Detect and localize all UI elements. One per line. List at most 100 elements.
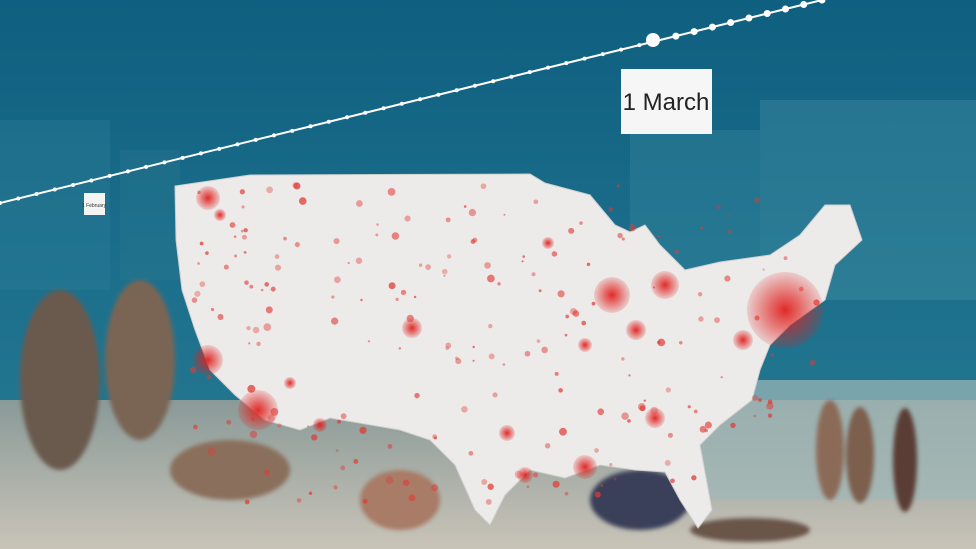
small-cluster [670, 478, 675, 484]
small-cluster [463, 205, 467, 208]
small-cluster [472, 359, 475, 362]
small-cluster [754, 197, 761, 204]
small-cluster [263, 469, 270, 476]
small-cluster [503, 213, 506, 216]
small-cluster [594, 448, 599, 453]
timeline-dot [745, 14, 753, 22]
small-cluster [191, 297, 198, 303]
timeline-dot [637, 43, 642, 48]
cluster [238, 390, 278, 430]
small-cluster [704, 421, 712, 429]
timeline-dot [144, 164, 149, 169]
small-cluster [541, 346, 548, 354]
small-cluster [700, 226, 704, 230]
small-cluster [413, 295, 417, 299]
small-cluster [298, 197, 307, 205]
small-cluster [514, 470, 523, 479]
small-cluster [240, 229, 244, 233]
small-cluster [274, 254, 280, 259]
small-cluster [333, 238, 340, 245]
small-cluster [751, 394, 759, 402]
cluster [542, 237, 554, 249]
small-cluster [391, 232, 400, 240]
cluster [733, 330, 753, 350]
small-cluster [532, 472, 539, 478]
small-cluster [665, 387, 671, 393]
small-cluster [335, 449, 339, 453]
small-cluster [206, 374, 212, 380]
small-cluster [243, 250, 247, 254]
cluster [214, 209, 226, 221]
small-cluster [643, 399, 646, 402]
small-cluster [260, 288, 264, 292]
small-cluster [613, 477, 617, 481]
small-cluster [270, 407, 279, 416]
timeline-dot [107, 173, 112, 178]
small-cluster [252, 326, 260, 334]
small-cluster [552, 480, 560, 488]
timeline-dot [363, 110, 368, 115]
timeline-dot [491, 79, 496, 84]
small-cluster [223, 264, 229, 270]
small-cluster [199, 281, 206, 287]
small-cluster [249, 430, 258, 439]
small-cluster [445, 342, 452, 349]
small-cluster [455, 356, 459, 361]
cluster [594, 277, 630, 313]
small-cluster [355, 257, 363, 264]
small-cluster [283, 236, 287, 241]
small-cluster [293, 182, 301, 190]
small-cluster [766, 402, 774, 410]
small-cluster [783, 256, 788, 261]
timeline-dot [125, 169, 130, 174]
small-cluster [441, 268, 448, 275]
small-cluster [362, 498, 368, 504]
small-cluster [244, 280, 249, 285]
small-cluster [461, 405, 468, 413]
small-cluster [263, 323, 272, 332]
small-cluster [340, 465, 346, 471]
current-label: 1 March [623, 89, 710, 116]
small-cluster [247, 384, 256, 393]
small-cluster [356, 200, 363, 207]
small-cluster [558, 388, 563, 393]
small-cluster [376, 223, 379, 226]
people [20, 280, 917, 542]
small-cluster [727, 229, 733, 235]
small-cluster [522, 255, 526, 258]
timeline-dot [454, 88, 459, 93]
small-cluster [270, 286, 276, 292]
small-cluster [359, 426, 367, 434]
small-cluster [431, 484, 439, 492]
small-cluster [194, 290, 201, 297]
small-cluster [621, 357, 625, 361]
small-cluster [798, 286, 804, 292]
small-cluster [311, 434, 318, 441]
timeline-dot [308, 124, 313, 129]
small-cluster [657, 234, 661, 238]
small-cluster [210, 307, 215, 312]
start-label-box [84, 193, 105, 215]
small-cluster [375, 233, 379, 237]
small-cluster [455, 358, 462, 365]
small-cluster [488, 353, 495, 360]
small-cluster [524, 350, 531, 357]
timeline-dot [800, 1, 808, 9]
small-cluster [609, 463, 613, 467]
small-cluster [487, 274, 495, 283]
small-cluster [472, 345, 475, 349]
small-cluster [274, 264, 282, 271]
cluster [193, 345, 223, 375]
cluster [651, 271, 679, 299]
case-clusters [189, 182, 823, 505]
timeline-dot [672, 32, 680, 40]
small-cluster [526, 485, 530, 489]
start-label: 1 February [82, 203, 107, 209]
small-cluster [533, 199, 539, 205]
small-cluster [564, 333, 568, 337]
timeline-dot [546, 65, 550, 70]
timeline-dot [509, 74, 514, 79]
cluster [517, 467, 533, 483]
cluster [499, 425, 515, 441]
